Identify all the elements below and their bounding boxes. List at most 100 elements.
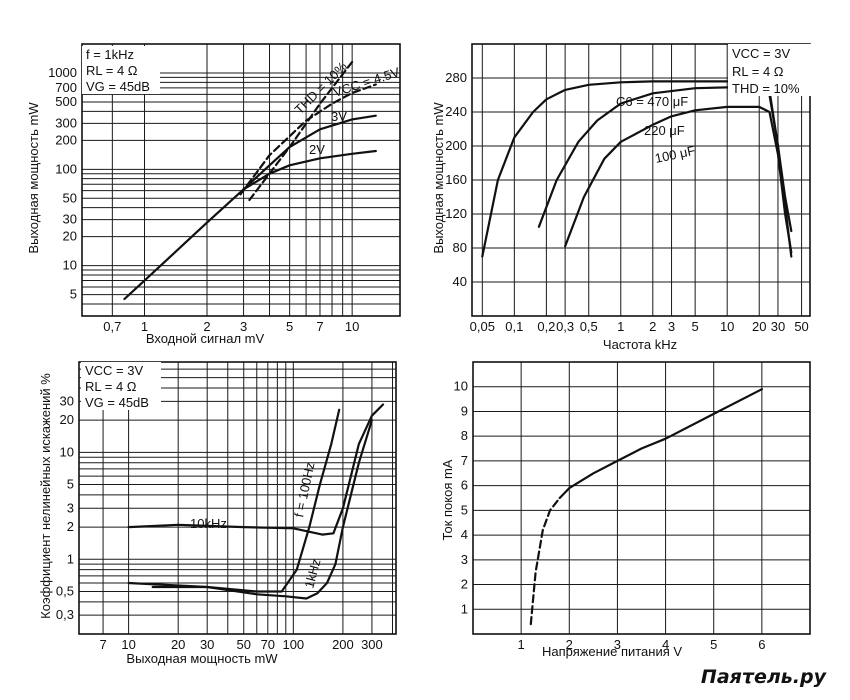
chart2-grid	[471, 43, 811, 317]
chart4-grid	[472, 361, 811, 635]
chart2-conditions: VCC = 3V RL = 4 Ω THD = 10%	[728, 44, 814, 96]
chart1-series-line-4	[248, 60, 354, 202]
chart1-xtick-label: 7	[316, 319, 323, 334]
chart4-xtick-label: 3	[614, 637, 621, 652]
chart1-ytick-label: 50	[63, 190, 77, 205]
chart3-xtick-label: 10	[121, 637, 135, 652]
chart4-xtick-label: 5	[710, 637, 717, 652]
chart1-ytick-label: 200	[55, 132, 77, 147]
chart3-ytick-label: 0,3	[56, 607, 74, 622]
chart1-series-line-1	[239, 83, 377, 196]
chart3-conditions: VCC = 3V RL = 4 Ω VG = 45dB	[81, 362, 161, 410]
chart4-ytick-label: 3	[461, 552, 468, 567]
chart4-xlabel: Напряжение питания V	[542, 644, 682, 659]
chart2-ytick-label: 40	[453, 274, 467, 289]
chart3-frame	[78, 361, 397, 635]
chart3-ytick-label: 30	[60, 393, 74, 408]
chart3-ytick-label: 20	[60, 412, 74, 427]
chart4-ytick-label: 1	[461, 601, 468, 616]
chart1-ytick-label: 20	[63, 229, 77, 244]
chart-output-vs-frequency: 0,05 0,1 0,2 0,3 0,5 1 2 3 5 10 20 30 50 40 80 120 160 20…	[431, 43, 814, 352]
chart1-label-2v: 2V	[309, 142, 325, 157]
chart2-frame	[471, 43, 811, 317]
chart3-xtick-label: 20	[171, 637, 185, 652]
chart1-xtick-label: 2	[203, 319, 210, 334]
chart1-ytick-label: 700	[55, 80, 77, 95]
chart1-series-line-3	[242, 149, 377, 191]
chart2-ytick-label: 80	[453, 240, 467, 255]
chart1-frame	[81, 43, 401, 317]
chart2-ytick-label: 120	[445, 206, 467, 221]
chart4-ytick-label: 5	[461, 502, 468, 517]
chart2-ticks: 0,05 0,1 0,2 0,3 0,5 1 2 3 5 10 20 30 50 40 80 120 160 20…	[445, 70, 809, 334]
chart3-xtick-label: 100	[282, 637, 304, 652]
chart1-series	[123, 60, 377, 301]
chart1-condition-2: RL = 4 Ω	[86, 63, 138, 78]
chart1-xtick-label: 1	[141, 319, 148, 334]
chart2-xtick-label: 5	[692, 319, 699, 334]
chart2-ytick-label: 160	[445, 172, 467, 187]
chart3-ticks: 7 10 20 30 50 70 100 200 300 0,3 0,5 1 2 3 5 10 20 30	[56, 393, 383, 652]
chart3-xlabel: Выходная мощность mW	[126, 651, 278, 666]
chart2-series-line-2	[537, 86, 793, 258]
chart1-xlabel: Входной сигнал mV	[146, 331, 265, 346]
chart2-series-line-3	[564, 105, 793, 254]
chart-current-vs-voltage: 1 2 3 4 5 6 1 2 3 4 5 6 7 8 9 10 Напряжение питания V Т…	[440, 361, 811, 659]
chart4-xtick-label: 1	[518, 637, 525, 652]
chart3-conditions-bg	[81, 362, 161, 410]
chart3-xtick-label: 50	[237, 637, 251, 652]
chart3-ytick-label: 1	[67, 551, 74, 566]
chart2-xtick-label: 0,3	[556, 319, 574, 334]
chart3-xtick-label: 30	[200, 637, 214, 652]
chart3-series	[127, 403, 385, 600]
chart3-condition-2: RL = 4 Ω	[85, 379, 137, 394]
chart4-series	[529, 388, 763, 626]
chart1-ylabel: Выходная мощность mW	[26, 102, 41, 254]
chart2-xlabel: Частота kHz	[603, 337, 677, 352]
chart4-ticks: 1 2 3 4 5 6 1 2 3 4 5 6 7 8 9 10	[454, 379, 766, 652]
chart2-condition-3: THD = 10%	[732, 81, 800, 96]
chart2-series-labels: C6 = 470 μF 220 μF 100 μF	[616, 94, 697, 166]
chart1-ytick-label: 5	[70, 287, 77, 302]
chart3-ylabel: Коэффициент нелинейных искажений %	[38, 373, 53, 619]
chart4-series-line-1	[529, 496, 561, 626]
chart3-xtick-label: 70	[261, 637, 275, 652]
chart3-series-line-3	[151, 419, 373, 600]
chart1-condition-3: VG = 45dB	[86, 79, 150, 94]
chart2-xtick-label: 2	[649, 319, 656, 334]
chart2-condition-1: VCC = 3V	[732, 46, 790, 61]
chart4-ytick-label: 8	[461, 428, 468, 443]
chart2-conditions-bg	[728, 44, 814, 96]
chart1-xtick-label: 3	[240, 319, 247, 334]
chart2-xtick-label: 20	[752, 319, 766, 334]
chart4-xtick-label: 4	[662, 637, 669, 652]
chart2-xtick-label: 50	[794, 319, 808, 334]
chart2-xtick-label: 30	[771, 319, 785, 334]
chart4-ytick-label: 2	[461, 577, 468, 592]
chart4-ytick-label: 4	[461, 527, 468, 542]
chart1-xtick-label: 10	[345, 319, 359, 334]
chart2-series	[481, 80, 793, 258]
chart1-xtick-label: 5	[286, 319, 293, 334]
chart2-ytick-label: 240	[445, 104, 467, 119]
chart1-ytick-label: 30	[63, 212, 77, 227]
chart1-conditions-bg	[82, 46, 160, 94]
chart2-ytick-label: 200	[445, 138, 467, 153]
chart2-condition-2: RL = 4 Ω	[732, 64, 784, 79]
chart2-xtick-label: 3	[668, 319, 675, 334]
chart3-label-10k: 10kHz	[190, 516, 227, 531]
chart1-series-line-2	[123, 114, 377, 301]
chart1-condition-1: f = 1kHz	[86, 47, 134, 62]
chart4-ytick-label: 9	[461, 403, 468, 418]
chart2-xtick-label: 0,2	[537, 319, 555, 334]
chart2-ytick-label: 280	[445, 70, 467, 85]
chart1-xtick-label: 0,7	[103, 319, 121, 334]
chart3-xtick-label: 300	[361, 637, 383, 652]
chart1-conditions: f = 1kHz RL = 4 Ω VG = 45dB	[82, 46, 160, 94]
chart3-ytick-label: 5	[67, 477, 74, 492]
chart2-label-220: 220 μF	[644, 123, 685, 138]
chart3-xtick-label: 200	[332, 637, 354, 652]
chart3-condition-1: VCC = 3V	[85, 363, 143, 378]
chart4-frame	[472, 361, 811, 635]
